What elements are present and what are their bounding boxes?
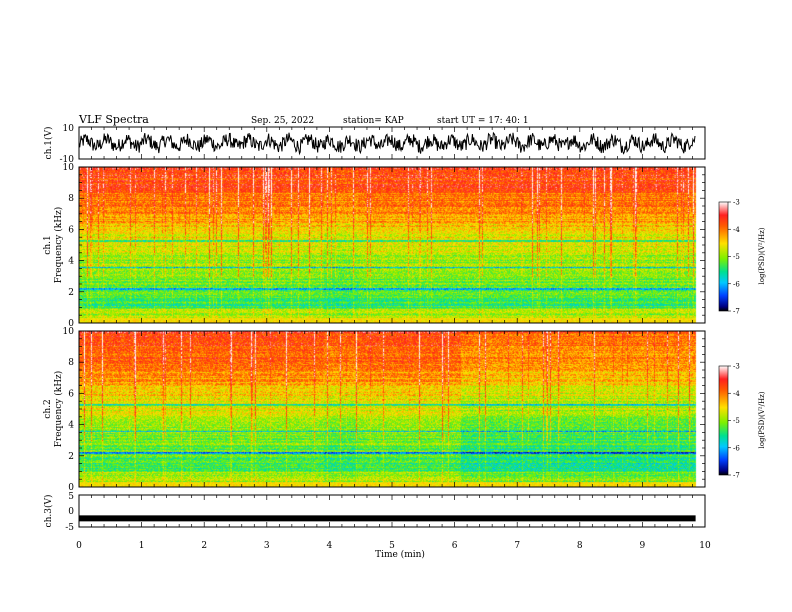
colorbar-tick-label: -6 [733,444,740,452]
colorbar-tick-label: -6 [733,280,740,288]
y-tick-label: 8 [68,194,74,204]
ch2-spectrogram-ylabel-channel: ch.2 [43,399,53,418]
colorbar-tick-label: -7 [733,472,740,480]
x-tick-label: 10 [699,541,711,551]
x-tick-label: 7 [514,541,520,551]
ch1-ytick-top: 10 [63,124,75,134]
ch3-ytick-top: 5 [68,492,74,502]
ch1-colorbar [719,202,728,311]
colorbar-tick-label: -5 [733,253,740,261]
ch1-ytick-bottom: -10 [60,155,75,165]
x-tick-label: 5 [389,541,395,551]
ch2-colorbar [719,366,728,475]
colorbar-tick-label: -5 [733,417,740,425]
ch2-spectrogram-ylabel-freq: Frequency (kHz) [53,371,64,448]
x-tick-label: 3 [264,541,270,551]
ch2-colorbar-label: log(PSD)(V²/Hz) [758,391,766,448]
figure-title: VLF Spectra [78,113,149,126]
x-tick-label: 2 [201,541,207,551]
y-tick-label: 0 [68,483,74,493]
y-tick-label: 10 [63,327,75,337]
ch1-waveform-trace [78,131,696,156]
date-label: Sep. 25, 2022 [251,116,314,126]
ch1-waveform-ylabel: ch.1(V) [43,127,54,160]
time-axis-labels: 0 1 2 3 4 5 6 7 8 9 10 [76,541,711,551]
ch1-waveform-panel: 10 -10 ch.1(V) [43,124,706,165]
y-tick-label: 6 [68,389,74,399]
time-axis-title: Time (min) [375,549,425,560]
colorbar-tick-label: -3 [733,363,740,371]
x-tick-label: 8 [577,541,583,551]
y-tick-label: 10 [63,163,75,173]
time-axis-ticks [78,127,706,527]
colorbar-tick-label: -7 [733,308,740,316]
y-tick-label: 4 [68,421,74,431]
ch1-spectrogram-image [79,167,705,323]
x-tick-label: 6 [452,541,458,551]
ch1-spectrogram-ylabel-channel: ch.1 [43,235,53,254]
x-tick-label: 4 [327,541,333,551]
ch3-ytick-bottom: -5 [65,523,74,533]
colorbar-tick-label: -4 [733,390,740,398]
colorbar-tick-label: -3 [733,199,740,207]
y-tick-label: 2 [68,452,74,462]
x-tick-label: 9 [640,541,646,551]
y-tick-label: 0 [68,319,74,329]
y-tick-label: 8 [68,358,74,368]
colorbar-tick-label: -4 [733,226,740,234]
y-tick-label: 4 [68,257,74,267]
ch3-waveform-ylabel: ch.3(V) [43,495,54,528]
ch2-spectrogram-image [79,331,705,487]
y-tick-label: 2 [68,288,74,298]
ch3-ytick-mid: 0 [68,507,74,517]
ch1-spectrogram-ylabel-freq: Frequency (kHz) [53,207,64,284]
ch1-colorbar-label: log(PSD)(V²/Hz) [758,227,766,284]
x-tick-label: 0 [76,541,82,551]
start-ut-label: start UT = 17: 40: 1 [437,116,529,126]
ch3-waveform-trace [79,515,696,522]
ch3-waveform-panel: 5 0 -5 ch.3(V) [43,492,706,533]
y-tick-label: 6 [68,225,74,235]
station-label: station= KAP [343,116,404,126]
x-tick-label: 1 [139,541,145,551]
